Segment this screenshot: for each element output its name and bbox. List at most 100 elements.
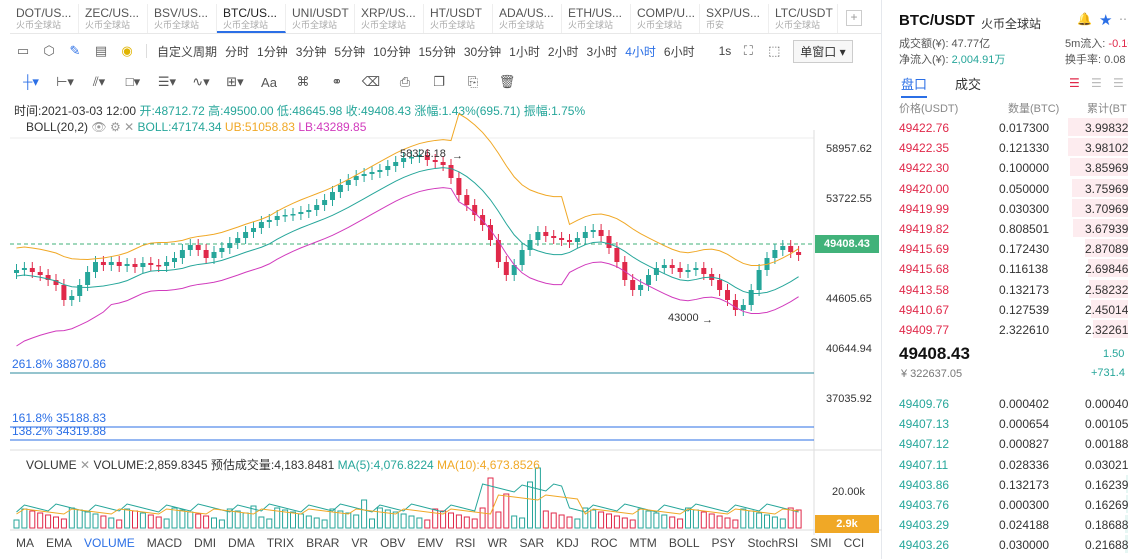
ask-row[interactable]: 49413.58 0.132173 2.58232 xyxy=(887,279,1128,299)
volume-name[interactable]: VOLUME xyxy=(26,458,77,472)
symbol-tab[interactable]: ADA/US... 火币全球站 xyxy=(493,4,562,33)
draw-icon[interactable]: ✎ xyxy=(69,43,81,58)
line-tool-icon[interactable]: ⊢▾ xyxy=(56,74,74,89)
ask-row[interactable]: 49419.82 0.808501 3.67939 xyxy=(887,218,1128,238)
bid-row[interactable]: 49407.11 0.028336 0.03021 xyxy=(887,454,1128,474)
fib-tool-icon[interactable]: ☰▾ xyxy=(157,74,177,89)
period-option[interactable]: 4小时 xyxy=(625,44,656,59)
fullscreen-icon[interactable]: ⛶ xyxy=(743,43,753,58)
indicator-tab[interactable]: BOLL xyxy=(668,536,700,550)
alert-icon[interactable]: 🔔 xyxy=(1077,12,1092,26)
magnet-icon[interactable]: ⌘ xyxy=(296,74,310,89)
close-icon[interactable]: ✕ xyxy=(124,120,135,134)
symbol-tab[interactable]: BSV/US... 火币全球站 xyxy=(148,4,217,33)
gear-icon[interactable]: ⚙ xyxy=(109,120,121,134)
eye-icon[interactable]: 👁 xyxy=(91,120,107,134)
period-option[interactable]: 1小时 xyxy=(509,44,540,59)
text-tool-icon[interactable]: Aa xyxy=(261,74,277,90)
period-option[interactable]: 3小时 xyxy=(586,44,618,59)
bid-row[interactable]: 49409.76 0.000402 0.00040 xyxy=(887,393,1128,413)
period-option[interactable]: 3分钟 xyxy=(295,44,327,59)
indicator-tab[interactable]: MACD xyxy=(146,536,183,550)
period-option[interactable]: 1分钟 xyxy=(257,44,288,59)
indicator-tab[interactable]: VOLUME xyxy=(84,536,135,550)
bid-row[interactable]: 49403.86 0.132173 0.16239 xyxy=(887,474,1128,494)
window-mode-select[interactable]: 单窗口 ▾ xyxy=(793,39,853,63)
link-icon[interactable]: ⚭ xyxy=(331,74,343,89)
channel-tool-icon[interactable]: ⫽▾ xyxy=(92,74,106,89)
period-option[interactable]: 10分钟 xyxy=(373,44,411,59)
ask-row[interactable]: 49422.30 0.100000 3.85969 xyxy=(887,157,1128,177)
symbol-tab[interactable]: COMP/U... 火币全球站 xyxy=(631,4,700,33)
ask-row[interactable]: 49420.00 0.050000 3.75969 xyxy=(887,178,1128,198)
star-icon[interactable]: ★ xyxy=(1099,12,1113,29)
indicator-tab[interactable]: MTM xyxy=(629,536,657,550)
ask-row[interactable]: 49415.69 0.172430 2.87089 xyxy=(887,238,1128,258)
period-option[interactable]: 15分钟 xyxy=(418,44,456,59)
indicator-tab[interactable]: VR xyxy=(351,536,369,550)
bid-row[interactable]: 49407.13 0.000654 0.00105 xyxy=(887,413,1128,433)
wave-tool-icon[interactable]: ∿▾ xyxy=(192,74,210,89)
period-option[interactable]: 30分钟 xyxy=(463,44,502,59)
calendar-icon[interactable]: ▤ xyxy=(94,43,108,58)
period-option[interactable]: 分时 xyxy=(225,44,250,59)
eraser-icon[interactable]: ⌫ xyxy=(361,74,381,89)
lock-icon[interactable]: ⎙ xyxy=(399,74,411,89)
trash-icon[interactable]: 🗑 xyxy=(498,74,516,89)
symbol-tab[interactable]: SXP/US... 币安 xyxy=(700,4,769,33)
indicator-tab[interactable]: SAR xyxy=(519,536,545,550)
bid-row[interactable]: 49403.76 0.000300 0.16269 xyxy=(887,494,1128,514)
close-icon[interactable]: ✕ xyxy=(80,458,91,472)
bid-row[interactable]: 49407.12 0.000827 0.00188 xyxy=(887,433,1128,453)
symbol-tab[interactable]: HT/USDT 火币全球站 xyxy=(424,4,493,33)
symbol-tab[interactable]: XRP/US... 火币全球站 xyxy=(355,4,424,33)
clock-icon[interactable]: ◉ xyxy=(121,43,133,58)
indicator-tab[interactable]: DMI xyxy=(194,536,217,550)
custom-period-button[interactable]: 自定义周期 xyxy=(157,44,218,59)
boll-name[interactable]: BOLL(20,2) xyxy=(26,120,89,134)
seconds-toggle[interactable]: 1s xyxy=(718,44,732,58)
ask-row[interactable]: 49415.68 0.116138 2.69846 xyxy=(887,258,1128,278)
copy-icon[interactable]: ❐ xyxy=(433,74,445,89)
more-icon[interactable]: ⋯ xyxy=(1119,12,1128,26)
snapshot-icon[interactable]: ⎘ xyxy=(467,74,479,89)
ask-row[interactable]: 49422.35 0.121330 3.98102 xyxy=(887,137,1128,157)
book-both-icon[interactable]: ☰ xyxy=(1069,76,1080,90)
symbol-tab[interactable]: ETH/US... 火币全球站 xyxy=(562,4,631,33)
tab-trades[interactable]: 成交 xyxy=(955,77,982,92)
indicator-tab[interactable]: EMA xyxy=(46,536,73,550)
symbol-tab[interactable]: DOT/US... 火币全球站 xyxy=(10,4,79,33)
indicator-tab[interactable]: ROC xyxy=(590,536,618,550)
crosshair-icon[interactable]: ┼▾ xyxy=(23,74,39,89)
indicator-tab[interactable]: KDJ xyxy=(556,536,579,550)
ask-row[interactable]: 49419.99 0.030300 3.70969 xyxy=(887,198,1128,218)
period-option[interactable]: 2小时 xyxy=(547,44,579,59)
symbol-tab[interactable]: UNI/USDT 火币全球站 xyxy=(286,4,355,33)
bid-row[interactable]: 49403.29 0.024188 0.18688 xyxy=(887,514,1128,534)
symbol-tab[interactable]: ZEC/US... 火币全球站 xyxy=(79,4,148,33)
screenshot-icon[interactable]: ⬚ xyxy=(768,43,781,58)
add-tab-icon[interactable]: + xyxy=(846,10,862,26)
period-option[interactable]: 5分钟 xyxy=(334,44,366,59)
indicator-tab[interactable]: PSY xyxy=(711,536,736,550)
bid-row[interactable]: 49403.26 0.030000 0.21688 xyxy=(887,534,1128,554)
measure-icon[interactable]: ⊞▾ xyxy=(226,74,244,89)
ask-row[interactable]: 49410.67 0.127539 2.45014 xyxy=(887,299,1128,319)
indicator-tab[interactable]: SMI xyxy=(810,536,832,550)
indicator-tab[interactable]: BRAR xyxy=(306,536,340,550)
indicator-tab[interactable]: EMV xyxy=(417,536,444,550)
rect-tool-icon[interactable]: □▾ xyxy=(125,74,141,89)
tab-orderbook[interactable]: 盘口 xyxy=(901,74,928,98)
indicator-tab[interactable]: RSI xyxy=(455,536,476,550)
ask-row[interactable]: 49409.77 2.322610 2.32261 xyxy=(887,319,1128,339)
book-asks-icon[interactable]: ☰ xyxy=(1091,76,1102,90)
indicator-tab[interactable]: TRIX xyxy=(266,536,295,550)
period-option[interactable]: 6小时 xyxy=(663,44,695,59)
settings-icon[interactable]: ⬡ xyxy=(43,43,55,58)
indicator-tab[interactable]: MA xyxy=(16,536,34,550)
symbol-tab[interactable]: BTC/US... 火币全球站 xyxy=(217,4,286,33)
book-bids-icon[interactable]: ☰ xyxy=(1113,76,1124,90)
symbol-tab[interactable]: LTC/USDT 火币全球站 xyxy=(769,4,838,33)
indicator-tab[interactable]: StochRSI xyxy=(747,536,799,550)
ask-row[interactable]: 49422.76 0.017300 3.99832 xyxy=(887,117,1128,137)
